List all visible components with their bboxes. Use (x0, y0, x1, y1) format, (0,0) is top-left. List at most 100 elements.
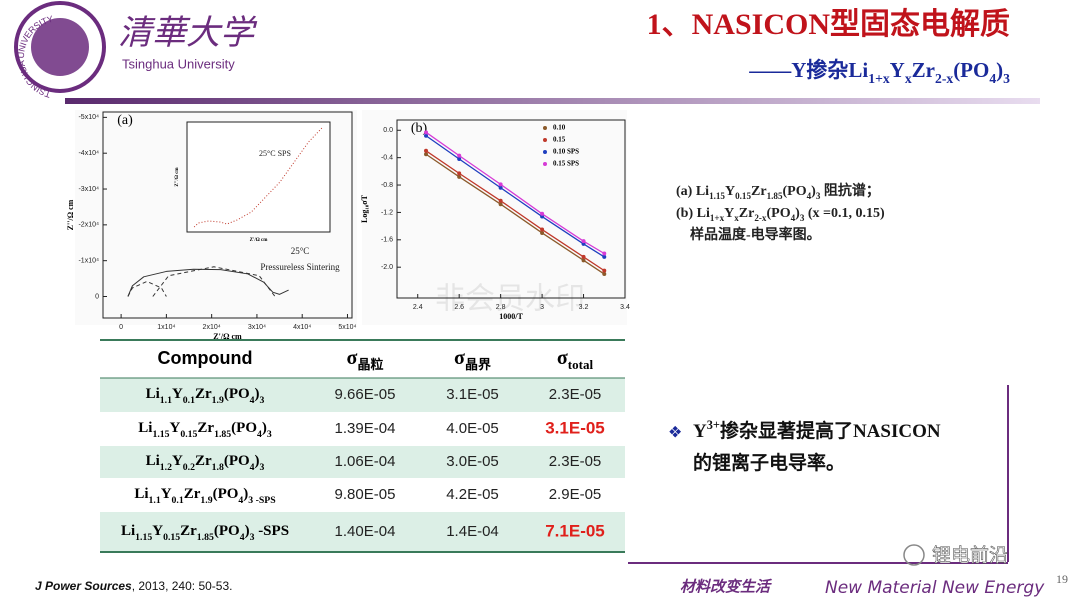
text-run: Y (172, 386, 183, 402)
text-run: 1.15 (709, 191, 725, 201)
text-run: 3 (1003, 71, 1010, 86)
x-axis-label: Z'/Ω cm (213, 332, 242, 341)
data-point (540, 214, 545, 219)
text-run: 阻抗谱； (820, 182, 880, 199)
text-run: 4 (240, 532, 245, 543)
text-run: ) (811, 184, 816, 199)
data-point (540, 211, 545, 216)
series-line (425, 153, 605, 275)
x-tick-label: 3 (540, 304, 544, 311)
value-cell: 3.0E-05 (446, 453, 499, 470)
y-tick-label: -5x10⁴ (78, 114, 99, 121)
text-run: 0.1 (183, 395, 195, 406)
logo-ring (14, 1, 106, 93)
value-cell: 1.06E-04 (335, 453, 396, 470)
compound-cell: Li1.1Y0.1Zr1.9(PO4)3 (146, 386, 265, 405)
text-run: Zr (195, 386, 212, 402)
y-tick-label: -3x10⁴ (78, 186, 99, 193)
text-run: Y (724, 206, 734, 221)
text-run: 1.2 (160, 462, 172, 473)
y-tick-label: -0.4 (381, 154, 393, 161)
compound-cell: Li1.2Y0.2Zr1.8(PO4)3 (146, 453, 265, 472)
text-run: 0.15 (735, 191, 751, 201)
text-run: 3+ (707, 418, 720, 432)
caption-line: 样品温度-电导率图。 (690, 226, 821, 243)
text-run: (PO (231, 420, 257, 436)
compound-cell: Li1.15Y0.15Zr1.85(PO4)3 (138, 420, 272, 439)
y-axis-label: Log₁₀σT (360, 194, 369, 222)
column-header: σ晶界 (454, 347, 491, 373)
series-line (425, 131, 605, 255)
caption-line: (a) Li1.15Y0.15Zr1.85(PO4)3 阻抗谱； (676, 182, 880, 201)
slogan-cn: 材料改变生活 (680, 577, 773, 595)
text-run: (a) Li (676, 184, 709, 199)
data-point (540, 227, 545, 232)
row-highlight (100, 446, 625, 478)
plot-frame (186, 121, 331, 233)
legend-marker (543, 150, 547, 154)
text-run: (PO (766, 206, 790, 221)
plot-frame (396, 119, 626, 299)
text-run: (PO (213, 486, 239, 502)
series-line (425, 150, 605, 272)
x-axis-label: Z'/Ω cm (250, 238, 269, 243)
center-watermark: 非会员水印 (435, 282, 585, 317)
text-run: 3 (260, 395, 265, 406)
value-cell: 4.0E-05 (446, 420, 499, 437)
text-run: ) (245, 523, 250, 539)
text-run: ——Y掺杂Li (748, 58, 868, 82)
y-tick-label: -1.6 (381, 237, 393, 244)
text-run: σ (557, 347, 568, 369)
text-run: Zr (197, 420, 214, 436)
text-run: total (568, 357, 594, 372)
text-run: Y (890, 58, 905, 82)
panel-label: (b) (411, 121, 428, 136)
value-cell: 9.80E-05 (335, 486, 396, 503)
text-run: 1.85 (214, 429, 231, 440)
data-point (424, 130, 429, 135)
text-run: 4 (257, 429, 262, 440)
row-highlight (100, 378, 625, 412)
column-header: Compound (158, 348, 253, 368)
text-run: Y (693, 421, 707, 442)
text-run: 样品温度-电导率图。 (690, 226, 821, 243)
data-point (424, 152, 429, 157)
text-run: Zr (184, 486, 201, 502)
text-run: -SPS (254, 523, 289, 539)
logo-name-cn: 清華大学 (118, 15, 258, 52)
x-tick-label: 1x10⁴ (157, 324, 175, 331)
annotation: 25°C SPS (259, 149, 291, 158)
text-run: 1.15 (135, 532, 152, 543)
watermark: 锂电前沿 (932, 545, 1008, 567)
series-line (127, 280, 167, 297)
text-run: 的锂离子电导率。 (693, 451, 845, 474)
text-run: Y (725, 184, 735, 199)
text-run: 4 (250, 462, 255, 473)
text-run: ) (243, 486, 248, 502)
text-run: 掺杂显著提高了NASICON (720, 419, 941, 442)
x-axis-label: 1000/T (499, 312, 523, 321)
caption: (a) Li1.15Y0.15Zr1.85(PO4)3 阻抗谱；(b) Li1+… (676, 182, 885, 243)
text-run: Y (161, 486, 172, 502)
compound-cell: Li1.1Y0.1Zr1.9(PO4)3 -SPS (134, 486, 276, 505)
bullet-line: 的锂离子电导率。 (693, 451, 845, 474)
text-run: 0.15 (180, 429, 197, 440)
data-point (602, 251, 607, 256)
text-run: 4 (250, 395, 255, 406)
data-point (581, 241, 586, 246)
slogan-en: New Material New Energy (825, 578, 1045, 598)
text-run: ) (996, 58, 1003, 82)
y-tick-label: -1.2 (381, 209, 393, 216)
x-tick-label: 3.2 (579, 304, 589, 311)
logo-year: 1911 (53, 76, 67, 84)
text-run: x (734, 213, 739, 223)
text-run: 0.15 (163, 532, 180, 543)
legend-label: 0.15 SPS (553, 160, 579, 168)
legend-label: 0.10 SPS (553, 148, 579, 156)
text-run: 3 -SPS (248, 495, 276, 506)
text-run: 晶界 (465, 357, 491, 372)
x-tick-label: 2.8 (496, 304, 506, 311)
row-highlight (100, 512, 625, 552)
data-point (581, 258, 586, 263)
data-point (424, 133, 429, 138)
